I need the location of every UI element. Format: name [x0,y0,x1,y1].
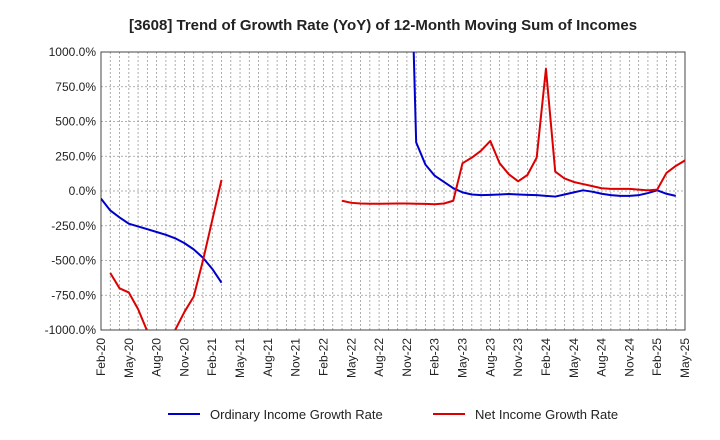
legend-label-ordinary: Ordinary Income Growth Rate [210,407,383,422]
y-tick-label: 750.0% [55,80,96,94]
x-tick-label: Nov-20 [177,338,191,377]
x-axis: Feb-20 May-20 Aug-20 Nov-20 Feb-21 May-21 Aug-… [94,338,692,378]
grid [100,51,686,331]
y-axis: 1000.0% 750.0% 500.0% 250.0% 0.0% -250.0% -500… [45,45,97,337]
series-line-net-income [109,67,685,330]
y-tick-label: 0.0% [69,184,97,198]
x-tick-label: Aug-22 [372,338,386,377]
x-tick-label: Nov-21 [289,338,303,377]
legend: Ordinary Income Growth Rate Net Income G… [168,407,618,422]
x-tick-label: Feb-24 [539,338,553,376]
x-tick-label: Aug-23 [483,338,497,377]
x-tick-label: May-25 [678,338,692,378]
legend-label-net: Net Income Growth Rate [475,407,618,422]
series-layer [101,52,685,330]
plot-frame [100,51,686,331]
x-tick-label: Nov-23 [511,338,525,377]
x-tick-label: May-20 [122,338,136,378]
y-tick-label: -500.0% [51,254,96,268]
x-tick-label: Feb-23 [428,338,442,376]
y-tick-label: 250.0% [55,149,96,163]
series-line-ordinary-income [101,52,676,284]
x-tick-label: May-24 [567,338,581,378]
y-tick-label: -250.0% [51,219,96,233]
y-tick-label: 500.0% [55,115,96,129]
x-tick-label: Aug-20 [150,338,164,377]
x-tick-label: May-22 [344,338,358,378]
x-tick-label: Feb-25 [650,338,664,376]
x-tick-label: May-21 [233,338,247,378]
x-tick-label: May-23 [456,338,470,378]
x-tick-label: Aug-24 [595,338,609,377]
x-tick-label: Aug-21 [261,338,275,377]
x-tick-label: Feb-22 [316,338,330,376]
y-tick-label: -750.0% [51,288,96,302]
y-tick-label: -1000.0% [45,323,97,337]
x-tick-label: Feb-21 [205,338,219,376]
x-tick-label: Nov-22 [400,338,414,377]
x-tick-label: Nov-24 [622,338,636,377]
x-tick-label: Feb-20 [94,338,108,376]
y-tick-label: 1000.0% [49,45,97,59]
chart-title: [3608] Trend of Growth Rate (YoY) of 12-… [129,17,637,34]
